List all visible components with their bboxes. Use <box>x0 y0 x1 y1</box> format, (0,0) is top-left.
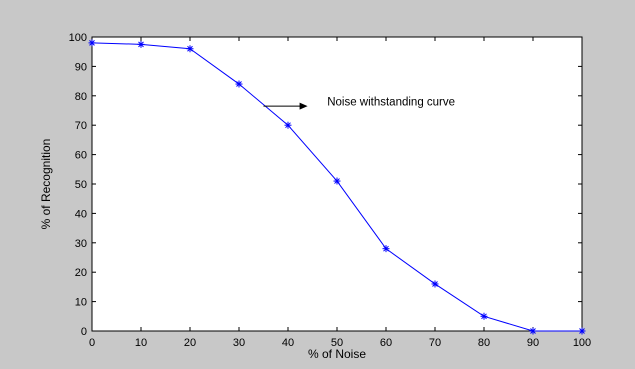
marker-stroke <box>481 313 487 320</box>
tick-labels: 0 10 20 30 40 50 60 70 80 90 100 0 10 20 30 40 50 60 70 80 9… <box>69 32 592 349</box>
marker-stroke <box>383 245 389 252</box>
data-point <box>578 327 586 335</box>
annotation-text: Noise withstanding curve <box>327 97 455 109</box>
marker-stroke <box>236 81 242 87</box>
marker-stroke <box>138 41 144 48</box>
y-tick-label: 20 <box>75 267 87 279</box>
annotation-layer: Noise withstanding curve <box>263 97 455 110</box>
y-tick-label: 90 <box>75 61 87 73</box>
x-tick-label: 100 <box>573 337 591 349</box>
marker-stroke <box>530 328 536 334</box>
x-axis-label: % of Noise <box>308 347 366 361</box>
x-tick-label: 40 <box>282 337 294 349</box>
y-tick-label: 60 <box>75 150 87 162</box>
x-tick-label: 30 <box>233 337 245 349</box>
series-layer <box>88 39 586 335</box>
data-point <box>186 45 194 53</box>
data-point <box>382 245 390 253</box>
marker-stroke <box>432 281 438 287</box>
marker-stroke <box>187 45 193 52</box>
data-point <box>284 121 292 129</box>
x-tick-label: 90 <box>527 337 539 349</box>
data-point <box>333 177 341 185</box>
data-point <box>137 40 145 48</box>
x-tick-label: 80 <box>478 337 490 349</box>
x-tick-label: 20 <box>184 337 196 349</box>
annotation-arrow-head <box>299 102 308 110</box>
data-point <box>529 327 537 335</box>
x-tick-label: 60 <box>380 337 392 349</box>
y-tick-label: 100 <box>69 32 87 44</box>
x-tick-label: 10 <box>135 337 147 349</box>
x-tick-label: 0 <box>89 337 95 349</box>
data-point <box>431 280 439 288</box>
data-point <box>235 80 243 88</box>
y-tick-label: 40 <box>75 208 87 220</box>
marker-stroke <box>579 328 585 334</box>
marker-stroke <box>285 122 291 129</box>
data-point <box>480 312 488 320</box>
data-point <box>88 39 96 47</box>
x-tick-label: 50 <box>331 337 343 349</box>
y-tick-label: 30 <box>75 238 87 250</box>
y-tick-label: 10 <box>75 297 87 309</box>
y-axis-label: % of Recognition <box>39 139 53 230</box>
y-tick-label: 70 <box>75 120 87 132</box>
x-tick-label: 70 <box>429 337 441 349</box>
y-tick-label: 50 <box>75 179 87 191</box>
marker-stroke <box>334 178 340 184</box>
y-tick-label: 0 <box>81 326 87 338</box>
y-tick-label: 80 <box>75 91 87 103</box>
marker-stroke <box>89 40 95 46</box>
